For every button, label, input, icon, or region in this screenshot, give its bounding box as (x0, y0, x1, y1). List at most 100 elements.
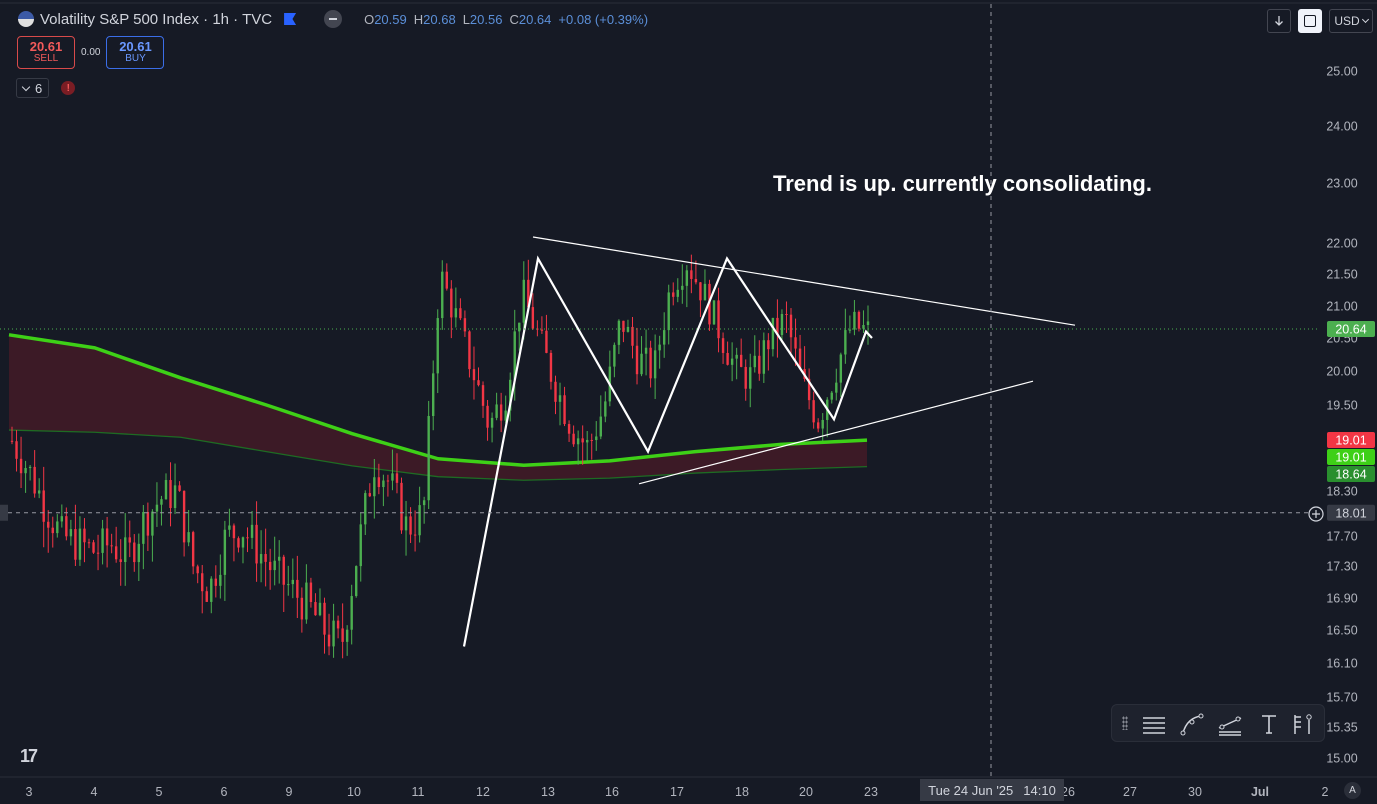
auto-scale-icon[interactable] (1298, 9, 1322, 33)
x-tick-label: 30 (1188, 785, 1202, 799)
x-tick-label: 3 (26, 785, 33, 799)
candle-body (454, 308, 458, 318)
candle-body (509, 379, 512, 411)
arrow-down-icon[interactable] (1267, 9, 1291, 33)
candle-body (137, 543, 141, 563)
candle-body (169, 480, 172, 509)
currency-select[interactable]: USD (1329, 9, 1373, 33)
candle-body (314, 602, 317, 616)
candle-body (450, 288, 453, 318)
candle-body (531, 307, 535, 329)
trade-panel: 20.61 SELL 0.00 20.61 BUY (17, 36, 165, 69)
candle-body (812, 400, 815, 423)
candle-body (536, 328, 539, 330)
candle-body (101, 528, 104, 553)
x-tick-label: Jul (1251, 785, 1269, 799)
text-icon[interactable] (1256, 712, 1282, 736)
candle-body (635, 345, 639, 375)
buy-button[interactable]: 20.61 BUY (106, 36, 165, 69)
candle-body (187, 532, 190, 543)
sell-button[interactable]: 20.61 SELL (17, 36, 75, 69)
candle-body (436, 318, 439, 374)
candle-body (703, 283, 707, 301)
candle-body (445, 271, 448, 289)
candle-body (798, 348, 802, 370)
drag-handle-icon[interactable] (1122, 716, 1128, 730)
x-tick-label: 2 (1322, 785, 1329, 799)
tradingview-logo[interactable]: 17 (20, 746, 38, 766)
candle-body (427, 416, 430, 501)
candle-body (749, 367, 752, 389)
candle-body (816, 422, 820, 429)
y-tick-label: 15.00 (1326, 752, 1357, 766)
hide-legend-button[interactable] (324, 10, 343, 28)
candle-body (19, 458, 23, 474)
candle-body (327, 634, 331, 647)
candle-body (549, 352, 553, 382)
x-tick-label: 26 (1061, 785, 1075, 799)
candle-body (332, 620, 335, 647)
curve-icon[interactable] (1179, 712, 1205, 736)
candle-body (504, 410, 507, 421)
candle-body (540, 329, 544, 331)
auto-scale-button[interactable]: A (1344, 782, 1361, 799)
candle-body (572, 433, 575, 445)
candle-body (821, 419, 824, 429)
candle-body (477, 380, 480, 386)
candle-body (219, 574, 222, 586)
x-tick-label: 9 (286, 785, 293, 799)
candle-body (345, 629, 349, 642)
candle-body (228, 525, 231, 530)
candle-body (758, 355, 761, 374)
candle-body (28, 466, 32, 469)
ma-slow-line (8, 429, 868, 481)
candle-body (142, 512, 145, 544)
horizontal-lines-icon[interactable] (1141, 712, 1167, 736)
candle-body (47, 521, 50, 528)
x-tick-label: 10 (347, 785, 361, 799)
flag-icon[interactable] (284, 13, 297, 25)
alert-icon[interactable]: ! (61, 81, 76, 95)
add-alert-plus-icon[interactable] (1308, 506, 1324, 522)
symbol-title[interactable]: Volatility S&P 500 Index · 1h · TVC (40, 10, 273, 28)
candle-body (653, 350, 657, 379)
candle-body (400, 482, 403, 531)
candle-body (486, 405, 489, 428)
fib-icon[interactable] (1291, 712, 1317, 736)
candle-body (835, 382, 838, 393)
crosshair-price-label: 18.01 (1335, 506, 1366, 520)
indicators-toggle[interactable]: 6 (16, 78, 50, 98)
candle-body (576, 438, 580, 445)
chart-annotation[interactable]: Trend is up. currently consolidating. (773, 171, 1152, 196)
candle-body (182, 490, 186, 543)
candle-body (522, 279, 525, 323)
candle-body (617, 320, 621, 345)
candle-body (685, 270, 689, 286)
candle-body (164, 480, 168, 500)
candle-body (282, 556, 285, 585)
candle-body (866, 321, 870, 326)
candle-body (373, 477, 376, 497)
y-tick-label: 16.10 (1326, 657, 1357, 671)
candle-body (771, 317, 775, 350)
y-tick-label: 15.35 (1326, 721, 1357, 735)
candle-body (65, 516, 68, 537)
candle-body (776, 317, 779, 335)
candle-body (60, 516, 64, 522)
candle-body (409, 516, 412, 535)
candle-body (173, 485, 177, 509)
candle-body (613, 344, 616, 367)
candle-body (495, 404, 498, 418)
candle-body (178, 485, 181, 491)
candle-body (581, 438, 584, 443)
drawing-toolbar (1111, 704, 1325, 742)
candle-body (699, 282, 702, 301)
trend-lines-icon[interactable] (1217, 712, 1243, 736)
candle-body (24, 468, 27, 474)
candle-body (853, 311, 856, 330)
candle-body (712, 300, 716, 325)
candle-body (246, 537, 249, 539)
candle-body (459, 308, 462, 319)
candle-body (160, 499, 163, 505)
